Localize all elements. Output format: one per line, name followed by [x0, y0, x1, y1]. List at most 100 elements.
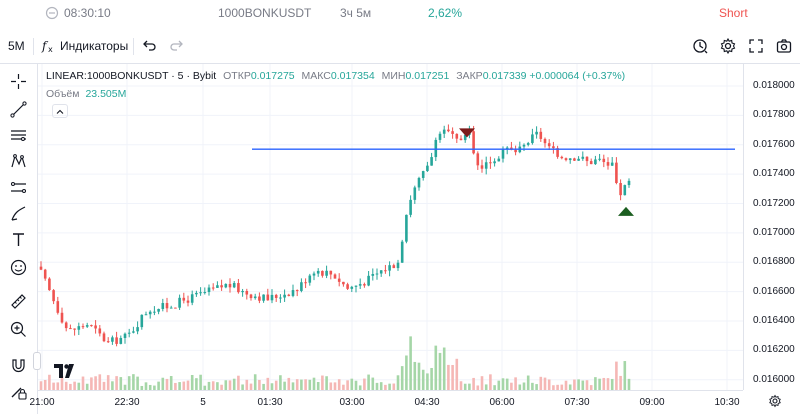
volume-bar	[451, 364, 454, 390]
candle-body	[472, 131, 475, 154]
volume-bar	[564, 380, 568, 390]
candle-body	[287, 294, 291, 296]
volume-bar	[346, 380, 349, 390]
candle-body	[442, 129, 446, 134]
candle-body	[207, 287, 211, 293]
crosshair-icon[interactable]	[9, 72, 28, 91]
volume-bar	[304, 379, 307, 390]
measure-range-icon[interactable]	[9, 178, 28, 197]
emoji-icon[interactable]	[9, 258, 28, 277]
volume-bar	[363, 378, 366, 390]
candle-body	[199, 292, 202, 294]
interval-button[interactable]: 5M	[8, 39, 25, 53]
candle-body	[484, 162, 488, 169]
pattern-icon[interactable]	[9, 152, 28, 171]
volume-bar	[39, 381, 43, 390]
volume-bar	[514, 377, 517, 390]
volume-bar	[308, 379, 312, 390]
legend-close-label: ЗАКР	[456, 70, 483, 82]
fullscreen-icon[interactable]	[747, 37, 765, 55]
volume-bar	[258, 379, 261, 390]
candle-body	[447, 129, 450, 132]
volume-bar	[547, 379, 551, 390]
magnet-icon[interactable]	[9, 356, 28, 375]
candle-body	[598, 158, 601, 160]
candle-body	[211, 287, 215, 289]
price-tick-label: 0.017000	[753, 226, 795, 238]
toolbar-bottom-border	[0, 63, 800, 64]
volume-bar	[459, 381, 463, 390]
volume-bar	[123, 384, 127, 390]
chart-pane[interactable]	[38, 64, 743, 390]
price-tick-label: 0.016400	[753, 314, 795, 326]
volume-bar	[207, 381, 211, 390]
indicators-icon[interactable]: f x	[40, 37, 58, 55]
position-info-bar: 08:30:10 1000BONKUSDT 3ч 5м 2,62% Short	[0, 0, 800, 26]
candle-body	[573, 158, 576, 161]
redo-icon[interactable]	[168, 37, 186, 55]
volume-bar	[90, 377, 93, 390]
lock-drawings-icon[interactable]	[9, 382, 28, 401]
volume-bar	[375, 382, 379, 390]
volume-bar	[127, 376, 131, 390]
candle-body	[90, 325, 93, 327]
volume-bar	[568, 384, 572, 390]
candle-body	[144, 314, 148, 316]
candle-body	[623, 185, 627, 196]
volume-bar	[539, 376, 543, 390]
axis-settings-icon[interactable]	[768, 394, 782, 408]
volume-bar	[178, 382, 181, 390]
volume-bar	[531, 382, 534, 390]
candle-body	[102, 333, 106, 342]
trend-line-icon[interactable]	[9, 100, 28, 119]
candle-body	[342, 281, 345, 285]
volume-bar	[153, 385, 156, 390]
time-tick-label: 04:30	[414, 397, 440, 408]
horizontal-lines-icon[interactable]	[9, 126, 28, 145]
candles	[39, 124, 631, 347]
candle-body	[262, 294, 265, 301]
candle-body	[392, 265, 396, 269]
volume-bar	[535, 384, 538, 390]
candle-body	[308, 275, 312, 283]
drawing-toolbar	[0, 64, 37, 414]
candle-body	[615, 162, 618, 184]
legend-collapse-button[interactable]	[52, 104, 68, 118]
volume-bar	[132, 374, 135, 390]
toolbar-collapse-handle[interactable]	[33, 352, 41, 370]
volume-bar	[312, 377, 316, 390]
candle-body	[627, 180, 631, 186]
volume-bar	[56, 382, 60, 390]
ruler-icon[interactable]	[9, 292, 28, 311]
volume-bar	[526, 375, 530, 390]
drawing-toolbar-border	[37, 64, 38, 414]
volume-bar	[560, 384, 564, 390]
undo-icon[interactable]	[140, 37, 158, 55]
volume-bar	[497, 380, 501, 390]
chevron-up-icon	[56, 109, 64, 114]
candle-body	[195, 292, 198, 295]
candle-body	[60, 312, 64, 323]
volume-bar	[329, 382, 333, 390]
settings-icon[interactable]	[719, 37, 737, 55]
volume-bar	[602, 377, 606, 390]
volume-bar	[266, 377, 270, 390]
brush-icon[interactable]	[9, 204, 28, 223]
candle-body	[115, 337, 118, 344]
volume-bar	[253, 374, 257, 390]
candle-body	[85, 325, 89, 327]
price-axis[interactable]: 0.018000 0.017800 0.017600 0.017400 0.017200…	[743, 64, 800, 390]
zoom-in-icon[interactable]	[9, 320, 28, 339]
volume-bar	[350, 378, 354, 390]
screenshot-icon[interactable]	[775, 37, 793, 55]
indicators-button[interactable]: Индикаторы	[60, 39, 129, 53]
time-axis[interactable]: 21:00 22:30 5 01:30 03:00 04:30 06:00 07:30 09:0…	[29, 390, 743, 414]
candle-body	[203, 292, 207, 294]
replay-clock-icon[interactable]	[691, 37, 709, 55]
legend-symbol[interactable]: LINEAR:1000BONKUSDT · 5 · Bybit	[46, 70, 217, 82]
text-tool-icon[interactable]	[9, 230, 28, 249]
candle-body	[396, 262, 400, 269]
volume-bar	[384, 384, 387, 390]
candlestick-chart[interactable]	[38, 64, 743, 390]
tradingview-logo[interactable]	[52, 360, 76, 382]
